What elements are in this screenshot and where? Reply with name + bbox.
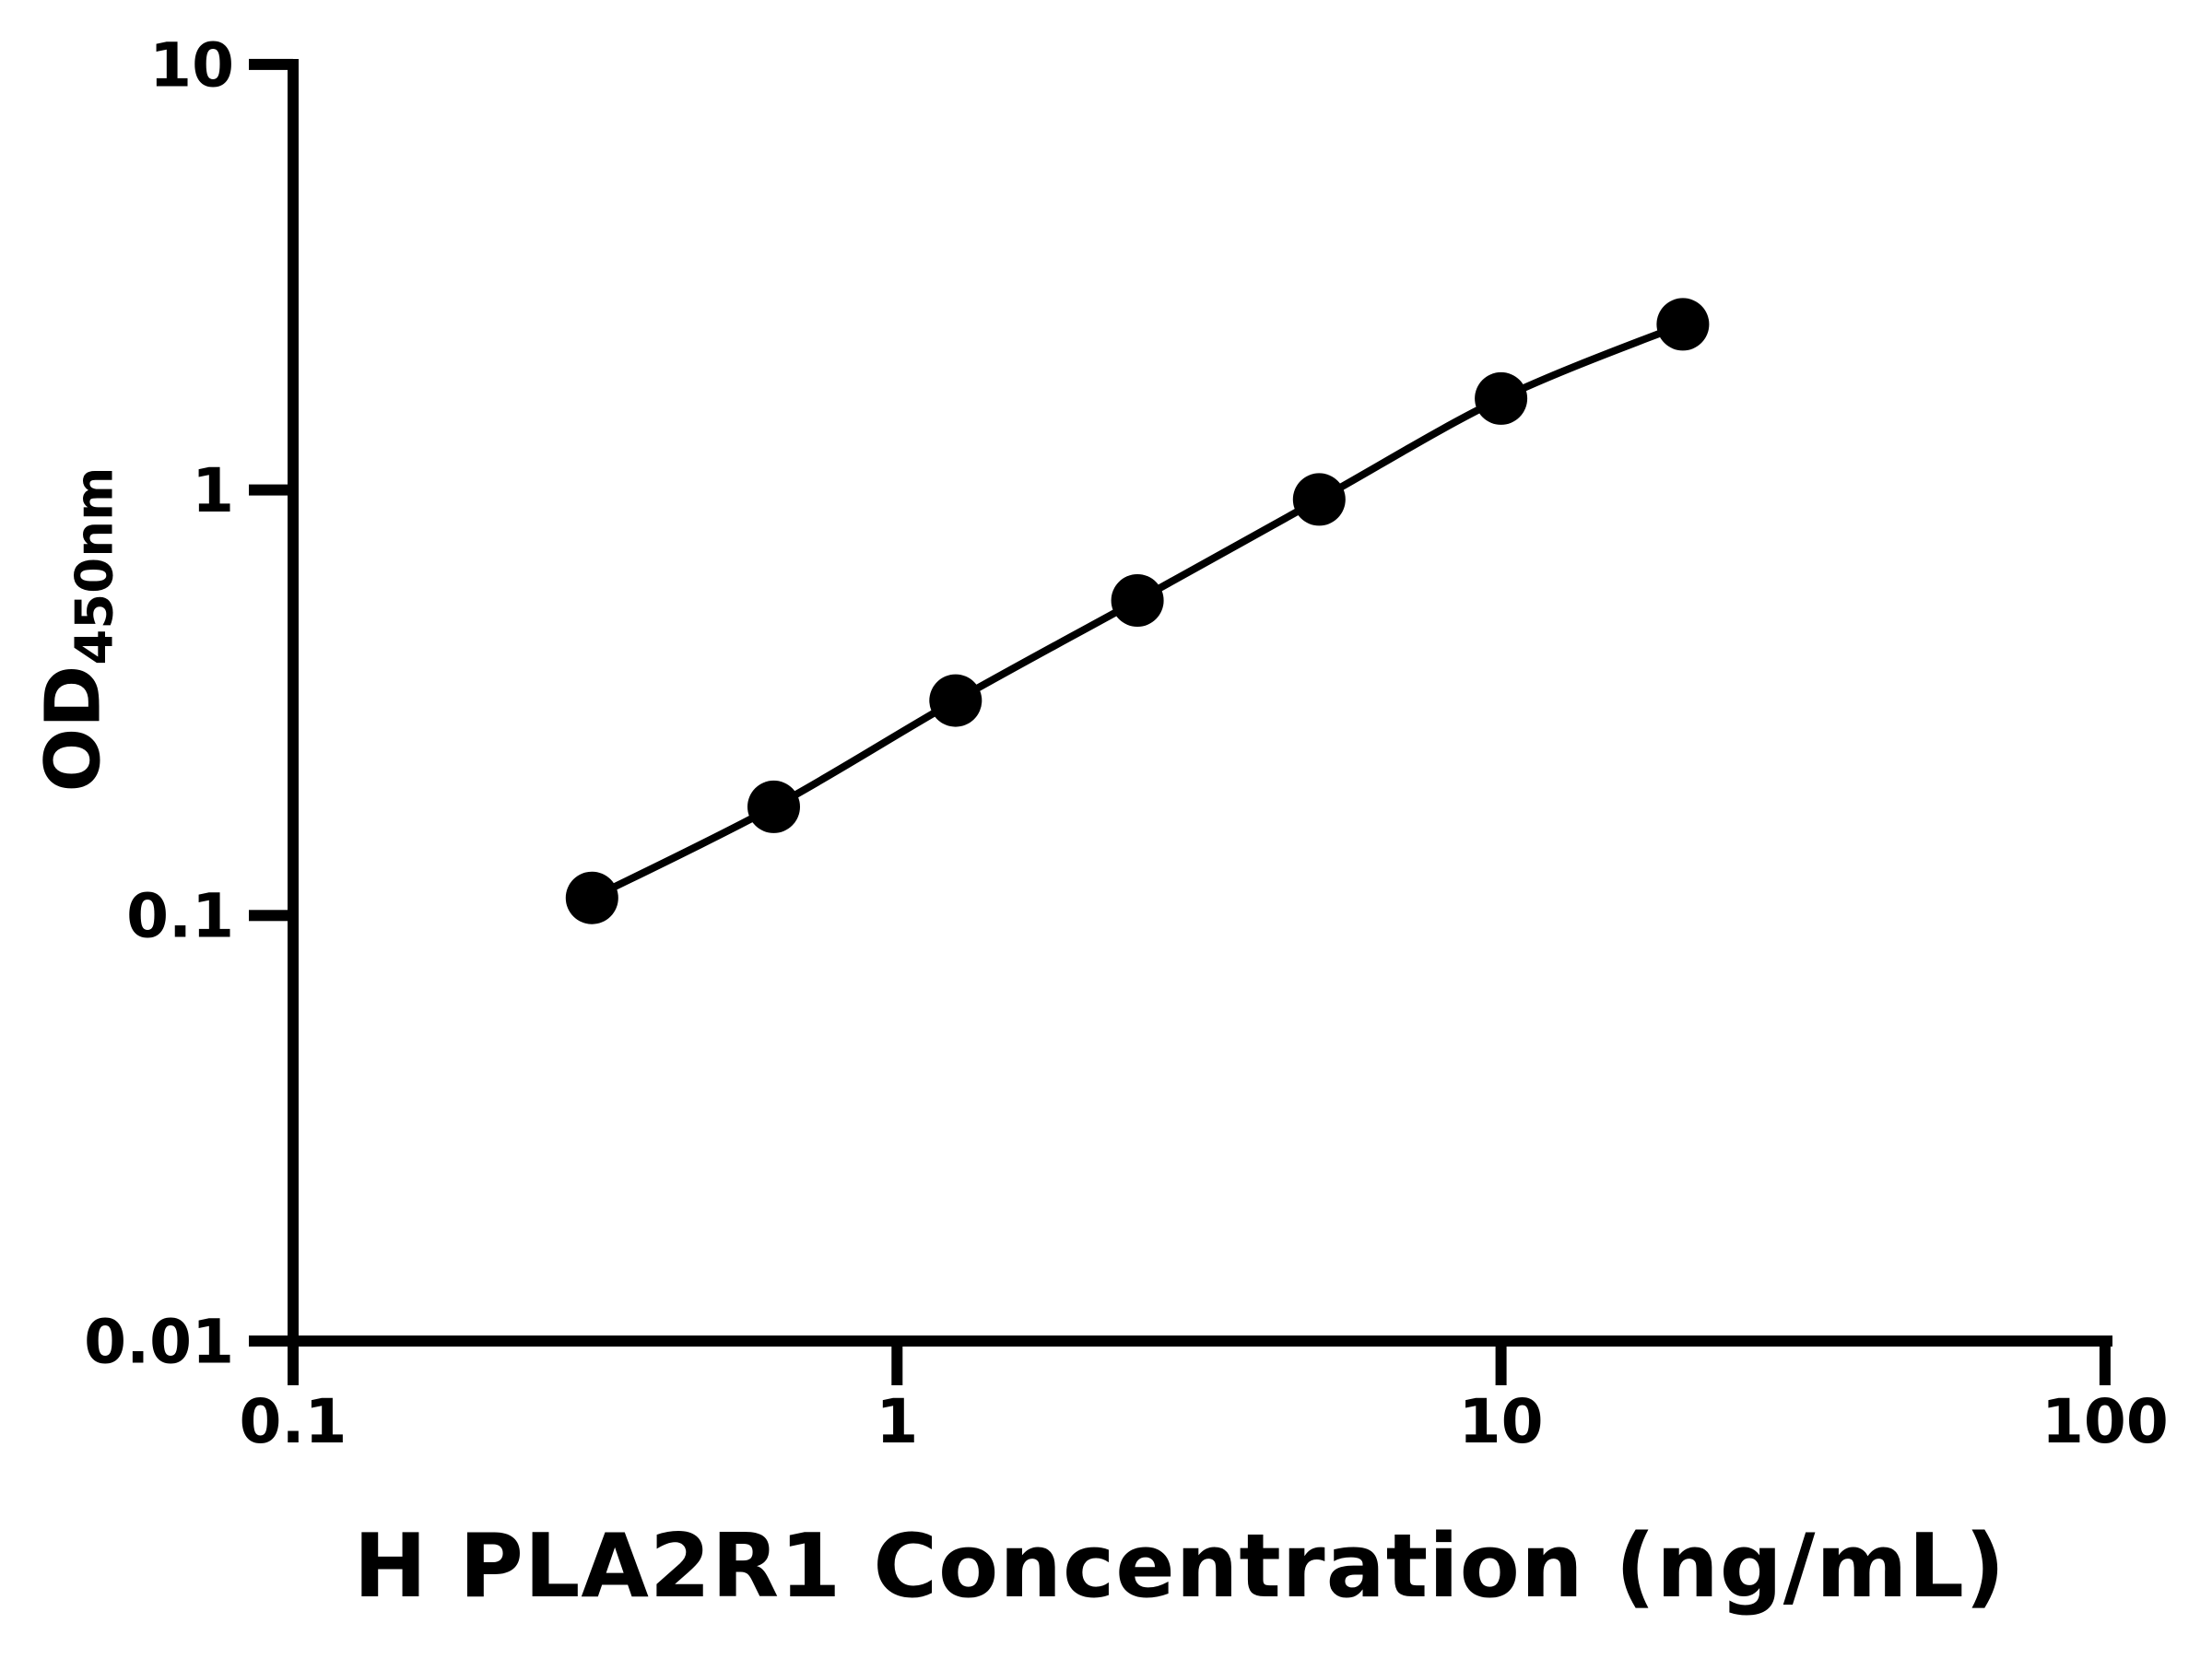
data-point-10 (1475, 371, 1528, 425)
x-tick-label-1: 1 (876, 1386, 918, 1457)
data-point-0.625 (747, 780, 800, 833)
x-axis-spine (288, 1335, 2112, 1347)
x-axis-title: H PLA2R1 Concentration (ng/mL) (353, 1516, 2006, 1618)
data-point-20 (1656, 298, 1710, 351)
data-point-1.25 (929, 674, 982, 727)
y-axis-spine (288, 59, 299, 1347)
y-tick-label-1: 1 (192, 455, 234, 526)
data-point-5 (1292, 473, 1346, 526)
y-axis-title: OD450nm (29, 467, 125, 793)
x-tick-100 (2099, 1341, 2111, 1385)
x-tick-0.1 (288, 1341, 299, 1385)
y-tick-0.1 (249, 910, 293, 922)
y-axis-title-subscript: 450nm (65, 466, 125, 665)
x-tick-label-100: 100 (2041, 1386, 2169, 1457)
data-point-0.3125 (565, 871, 618, 924)
y-tick-label-10: 10 (149, 29, 234, 100)
y-tick-label-0.01: 0.01 (84, 1306, 234, 1377)
x-tick-1 (891, 1341, 903, 1385)
x-tick-label-0.1: 0.1 (240, 1386, 347, 1457)
x-tick-10 (1495, 1341, 1507, 1385)
y-tick-1 (249, 484, 293, 496)
x-tick-label-10: 10 (1459, 1386, 1544, 1457)
data-point-2.5 (1111, 574, 1164, 627)
y-tick-0.01 (249, 1335, 293, 1347)
y-axis-title-main: OD (29, 665, 118, 793)
y-tick-10 (249, 58, 293, 70)
y-tick-label-0.1: 0.1 (126, 881, 234, 952)
